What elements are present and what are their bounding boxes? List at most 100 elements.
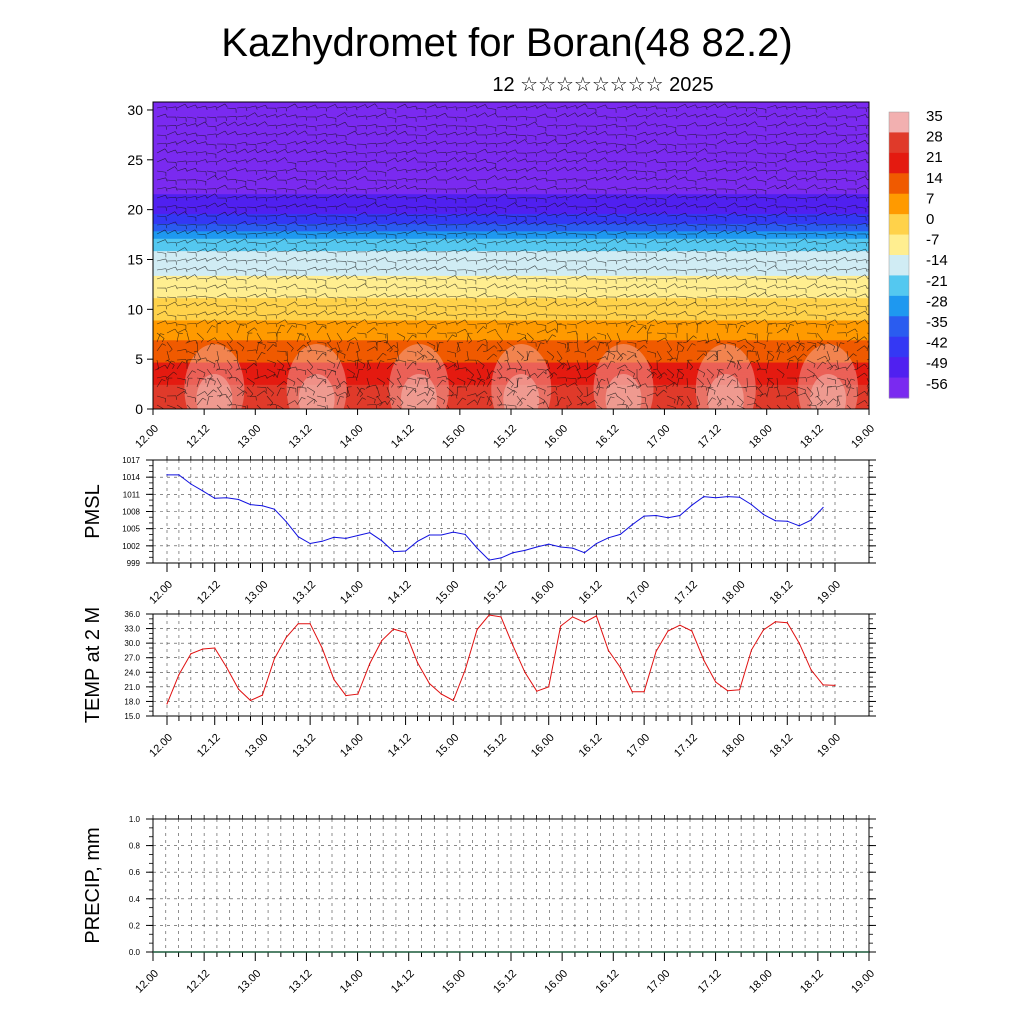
wind-barb: [746, 395, 756, 400]
wind-barb: [346, 169, 356, 172]
wind-barb-flag: [545, 359, 547, 365]
wind-barb: [376, 400, 386, 406]
wind-barb: [746, 292, 756, 298]
wind-barb-flag: [782, 374, 785, 379]
wind-barb: [546, 116, 557, 118]
wind-barb: [746, 265, 756, 271]
wind-barb-flag: [694, 257, 698, 261]
wind-barb-flag: [715, 313, 718, 318]
wind-barb: [196, 105, 206, 109]
wind-barb: [306, 266, 316, 271]
wind-barb-flag: [235, 276, 238, 281]
wind-barb: [236, 159, 246, 163]
wind-barb: [476, 368, 482, 378]
wind-barb-flag: [214, 381, 216, 386]
wind-barb: [196, 368, 206, 374]
wind-barb-flag: [584, 130, 588, 135]
wind-barb: [636, 121, 646, 127]
wind-barb: [856, 319, 865, 325]
wind-barb-flag: [285, 213, 288, 218]
wind-barb-flag: [265, 114, 268, 119]
wind-barb: [156, 170, 166, 173]
wind-barb: [436, 124, 446, 127]
wind-barb-flag: [521, 356, 524, 361]
wind-barb-flag: [405, 286, 408, 291]
wind-barb-flag: [184, 103, 188, 108]
wind-barb: [616, 116, 627, 118]
wind-barb: [796, 392, 806, 397]
wind-barb-flag: [375, 341, 378, 346]
wind-barb-flag: [425, 142, 428, 147]
wind-barb-flag: [876, 124, 878, 128]
temperature-band: [153, 248, 869, 252]
wind-barb-flag: [324, 139, 328, 144]
wind-barb: [836, 293, 846, 298]
wind-barb: [336, 296, 346, 299]
wind-barb-flag: [465, 142, 468, 147]
wind-barb: [776, 311, 786, 316]
wind-barb-flag: [735, 275, 738, 280]
wind-barb: [406, 314, 416, 317]
wind-barb-flag: [819, 402, 823, 407]
wind-barb-flag: [725, 286, 728, 291]
wind-barb: [566, 194, 576, 199]
wind-barb-flag: [544, 104, 548, 108]
wind-barb-flag: [554, 301, 558, 306]
wind-barb-flag: [795, 223, 798, 228]
wind-barb: [556, 196, 566, 199]
wind-barb: [496, 240, 506, 244]
wind-barb: [596, 404, 604, 409]
wind-barb: [756, 169, 766, 172]
wind-barb-flag: [224, 184, 228, 189]
wind-barb-flag: [579, 393, 583, 398]
wind-barb: [616, 238, 626, 244]
wind-barb-flag: [215, 215, 217, 221]
wind-barb-flag: [844, 194, 848, 198]
wind-barb: [596, 229, 606, 235]
wind-barb-flag: [815, 315, 817, 320]
wind-barb: [446, 239, 456, 244]
wind-barb: [766, 197, 776, 200]
wind-barb: [636, 140, 646, 145]
wind-barb: [186, 116, 196, 119]
wind-barb: [376, 239, 386, 244]
wind-barb: [336, 106, 346, 109]
wind-barb-flag: [681, 374, 685, 379]
wind-barb: [546, 404, 550, 409]
wind-barb-flag: [755, 107, 758, 112]
wind-barb: [456, 319, 466, 325]
wind-barb-flag: [725, 303, 728, 308]
wind-barb: [476, 313, 486, 316]
wind-barb: [706, 332, 709, 342]
wind-barb-flag: [385, 150, 388, 155]
wind-barb-flag: [495, 187, 498, 192]
wind-barb: [386, 206, 396, 209]
wind-barb: [506, 313, 516, 316]
wind-barb-flag: [595, 240, 598, 245]
wind-barb-flag: [545, 313, 548, 318]
wind-barb-flag: [664, 337, 668, 342]
wind-barb-flag: [335, 206, 338, 211]
temperature-band: [153, 193, 869, 197]
wind-barb: [396, 185, 406, 190]
wind-barb: [326, 238, 336, 244]
wind-barb: [636, 294, 646, 298]
wind-barb: [806, 140, 816, 145]
wind-barb-flag: [414, 229, 418, 234]
wind-barb-flag: [164, 229, 168, 234]
wind-barb-flag: [205, 224, 207, 229]
wind-barb-flag: [211, 342, 216, 345]
wind-barb: [226, 359, 233, 368]
wind-barb-flag: [474, 399, 478, 403]
wind-barb: [446, 364, 455, 370]
wind-barb: [416, 115, 426, 118]
wind-barb-flag: [825, 305, 827, 310]
wind-barb: [166, 266, 176, 271]
wind-barb-flag: [421, 356, 425, 361]
temperature-band: [153, 354, 869, 358]
wind-barb: [616, 403, 626, 406]
wind-barb: [826, 223, 836, 226]
temperature-band: [153, 317, 869, 321]
wind-barb: [546, 286, 556, 289]
wind-barb: [866, 125, 869, 127]
